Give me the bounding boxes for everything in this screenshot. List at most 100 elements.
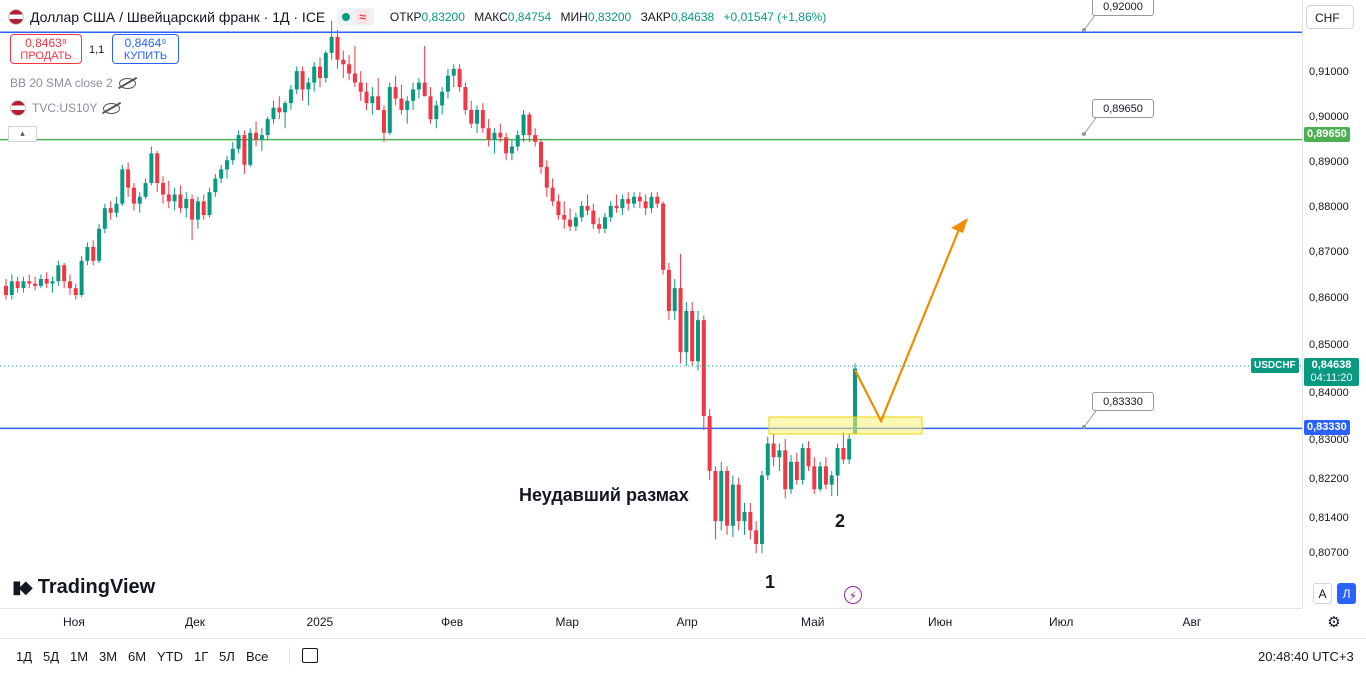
ohlc-close-label: ЗАКР: [640, 10, 671, 24]
candle-body: [201, 201, 206, 216]
event-lightning-icon[interactable]: ⚡: [844, 586, 862, 604]
candle: [719, 461, 724, 531]
candle-body: [294, 71, 299, 90]
usd-flag-icon: [8, 9, 24, 25]
candle: [44, 272, 49, 289]
candle: [190, 194, 195, 241]
candle: [236, 130, 241, 154]
candle: [393, 75, 398, 106]
level-callout-1[interactable]: 0,89650: [1092, 99, 1154, 118]
candle: [85, 242, 90, 266]
callout-anchor-0: [1082, 28, 1086, 32]
candle-body: [509, 146, 514, 154]
candle-body: [288, 89, 293, 104]
candle-body: [56, 265, 61, 282]
collapse-legend-icon[interactable]: ▴: [8, 126, 37, 142]
callout-pointer-1: [1083, 117, 1097, 135]
candle: [690, 301, 695, 366]
candle: [428, 87, 433, 124]
y-tick-label: 0,82200: [1309, 473, 1349, 485]
candle: [184, 192, 189, 218]
price-chart[interactable]: [0, 0, 1302, 608]
candle-body: [300, 71, 305, 90]
toolbar-divider: [289, 647, 290, 665]
candle-body: [800, 448, 805, 481]
clock[interactable]: 20:48:40 UTC+3: [1258, 649, 1354, 664]
annotation-failed-swing: Неудавший размах: [519, 485, 689, 505]
candle-body: [137, 196, 142, 204]
indicator-us10y[interactable]: TVC:US10Y: [10, 100, 121, 116]
candle-body: [254, 132, 259, 140]
candle: [608, 201, 613, 222]
ohlc-low-value: 0,83200: [587, 10, 632, 24]
candle: [736, 477, 741, 531]
currency-select[interactable]: CHF: [1306, 5, 1354, 29]
candle: [219, 164, 224, 184]
candle: [730, 475, 735, 538]
candle-body: [614, 205, 619, 209]
buy-button[interactable]: 0,8464⁹ КУПИТЬ: [112, 34, 179, 64]
timeframe-button[interactable]: 6М: [128, 649, 147, 664]
timeframe-button[interactable]: 1Г: [194, 649, 209, 664]
candle-body: [713, 470, 718, 522]
time-axis[interactable]: [0, 608, 1302, 637]
candle: [312, 61, 317, 92]
annotation-point-2: 2: [835, 511, 846, 531]
candle-body: [765, 443, 770, 476]
eye-hidden-icon[interactable]: [103, 102, 121, 114]
candle-body: [97, 228, 102, 261]
candle-body: [323, 52, 328, 78]
candle-body: [841, 448, 846, 460]
eye-hidden-icon[interactable]: [118, 77, 136, 89]
y-tick-label: 0,80700: [1309, 547, 1349, 559]
candle: [155, 151, 160, 193]
level-callout-0[interactable]: 0,92000: [1092, 0, 1154, 16]
candle: [765, 436, 770, 481]
timeframe-button[interactable]: Все: [246, 649, 269, 664]
candle: [172, 187, 177, 211]
wave-icon: ≈: [356, 10, 369, 24]
candle: [666, 263, 671, 321]
candle-body: [178, 194, 183, 209]
candle: [841, 432, 846, 465]
candle: [573, 212, 578, 232]
level-callout-2[interactable]: 0,83330: [1092, 392, 1154, 411]
timeframe-button[interactable]: 5Д: [43, 649, 60, 664]
x-tick-label: Июл: [1049, 615, 1074, 629]
callout-pointer-2: [1083, 410, 1097, 428]
level-tag-1: 0,83330: [1304, 420, 1350, 435]
candle-body: [794, 461, 799, 481]
candle-body: [15, 281, 20, 289]
candle-body: [544, 167, 549, 188]
annotation-point-1: 1: [765, 572, 776, 592]
candle-body: [445, 75, 450, 92]
indicator-us10y-label: TVC:US10Y: [32, 101, 98, 115]
candle: [387, 82, 392, 136]
candle-body: [742, 512, 747, 522]
tradingview-logo[interactable]: ▮◆ TradingView: [12, 576, 155, 599]
candle-body: [829, 475, 834, 485]
auto-scale-button[interactable]: A: [1313, 583, 1332, 604]
timeframe-button[interactable]: YTD: [157, 649, 183, 664]
sell-button[interactable]: 0,8463⁸ ПРОДАТЬ: [10, 34, 82, 64]
candle: [283, 100, 288, 129]
candle-body: [812, 466, 817, 490]
candle: [829, 470, 834, 497]
indicator-bb[interactable]: BB 20 SMA close 2: [10, 76, 136, 90]
timeframe-button[interactable]: 1М: [70, 649, 89, 664]
log-scale-button[interactable]: Л: [1337, 583, 1356, 604]
candle-body: [230, 148, 235, 161]
calendar-icon[interactable]: [302, 648, 318, 663]
candle: [207, 187, 212, 218]
symbol-title[interactable]: Доллар США / Швейцарский франк · 1Д · IC…: [30, 9, 326, 25]
timeframe-button[interactable]: 5Л: [219, 649, 235, 664]
candle-body: [405, 100, 410, 110]
candle: [579, 201, 584, 222]
timeframe-button[interactable]: 3М: [99, 649, 118, 664]
settings-gear-icon[interactable]: ⚙: [1327, 614, 1341, 631]
candle-body: [602, 217, 607, 229]
candle-body: [643, 201, 648, 209]
timeframe-button[interactable]: 1Д: [16, 649, 33, 664]
candle-body: [550, 187, 555, 202]
market-status-pill[interactable]: ≈: [337, 8, 374, 26]
